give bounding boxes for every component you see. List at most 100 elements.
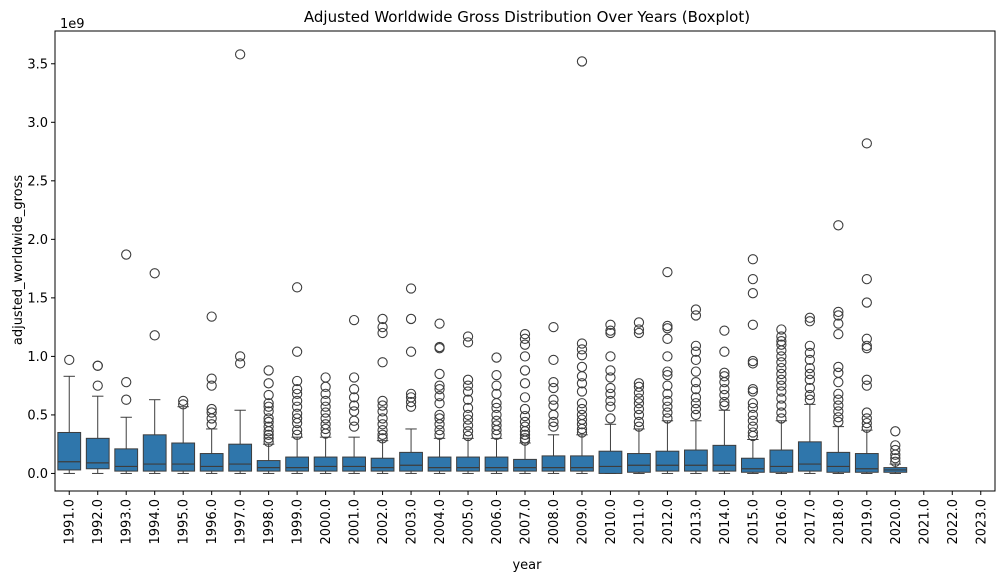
outlier-point [405, 388, 417, 399]
outlier-point [519, 339, 531, 350]
outlier-point [548, 321, 559, 333]
outlier-point [320, 395, 331, 407]
x-tick-label: 2008.0 [547, 499, 562, 545]
box-2005.0 [456, 331, 480, 474]
box-1996.0 [199, 311, 224, 474]
outlier-point [576, 350, 588, 361]
box-2006.0 [484, 352, 509, 474]
outlier-point [690, 398, 702, 409]
outlier-point [833, 329, 844, 340]
outlier-point [662, 395, 673, 407]
outlier-point [690, 403, 702, 415]
outlier-point [804, 394, 815, 405]
x-tick-label: 2018.0 [832, 499, 847, 545]
outlier-point [690, 346, 702, 357]
outlier-point [320, 407, 331, 418]
box-2008.0 [541, 321, 566, 474]
outlier-point [462, 380, 474, 391]
outlier-point [548, 354, 559, 366]
outlier-point [576, 344, 588, 355]
outlier-point [491, 402, 502, 414]
outlier-point [633, 393, 645, 404]
outlier-point [320, 401, 331, 412]
x-tick-label: 2017.0 [803, 499, 818, 545]
outlier-point [833, 388, 844, 399]
x-tick-label: 2019.0 [860, 499, 875, 545]
outlier-point [776, 368, 787, 380]
outlier-point [121, 249, 132, 260]
outlier-point [690, 409, 702, 421]
x-tick-label: 2009.0 [575, 499, 590, 545]
outlier-point [548, 394, 559, 405]
outlier-point [576, 361, 588, 373]
box-iqr [142, 434, 167, 472]
outlier-point [206, 380, 217, 391]
x-tick-label: 2007.0 [519, 499, 534, 545]
outlier-point [519, 392, 531, 403]
outlier-point [548, 400, 559, 411]
outlier-point [377, 429, 388, 440]
outlier-point [548, 376, 559, 388]
outlier-point [804, 354, 815, 366]
outlier-point [491, 380, 502, 391]
outlier-point [605, 413, 616, 424]
x-tick-label: 1992.0 [91, 499, 106, 545]
outlier-point [178, 395, 189, 407]
outlier-point [605, 319, 616, 330]
outlier-point [861, 343, 872, 354]
outlier-point [348, 392, 360, 403]
x-axis-label: year [512, 558, 542, 573]
outlier-point [833, 416, 844, 428]
outlier-point [519, 351, 531, 362]
outlier-point [776, 351, 787, 362]
outlier-point [491, 420, 502, 431]
outlier-point [462, 374, 474, 385]
x-tick-label: 2004.0 [433, 499, 448, 545]
x-tick-label: 1996.0 [205, 499, 220, 545]
outlier-point [833, 400, 844, 411]
outlier-point [263, 421, 274, 432]
outlier-point [235, 358, 246, 369]
outlier-point [548, 382, 559, 394]
outlier-point [633, 324, 645, 335]
outlier-point [291, 429, 303, 440]
outlier-point [662, 266, 673, 278]
box-iqr [313, 456, 338, 472]
outlier-point [576, 338, 588, 349]
outlier-point [662, 407, 673, 418]
y-tick-label: 0.0 [27, 467, 48, 482]
y-offset-label: 1e9 [60, 17, 85, 32]
outlier-point [633, 317, 645, 328]
outlier-point [861, 138, 872, 149]
outlier-point [263, 406, 274, 417]
box-2012.0 [655, 266, 680, 474]
outlier-point [833, 376, 844, 388]
outlier-point [462, 331, 474, 342]
outlier-point [377, 406, 388, 417]
outlier-point [64, 354, 75, 366]
box-1995.0 [171, 395, 196, 474]
outlier-point [263, 389, 274, 401]
outlier-point [747, 358, 759, 369]
outlier-point [747, 386, 759, 397]
outlier-point [633, 416, 645, 428]
x-tick-label: 1994.0 [148, 499, 163, 545]
box-iqr [456, 456, 480, 472]
outlier-point [434, 398, 445, 409]
x-tick-label: 2001.0 [348, 499, 363, 545]
outlier-point [405, 313, 417, 325]
outlier-point [519, 410, 531, 422]
outlier-point [719, 325, 730, 336]
x-tick-label: 2010.0 [604, 499, 619, 545]
outlier-point [776, 413, 787, 424]
outlier-point [348, 415, 360, 426]
outlier-point [462, 414, 474, 425]
outlier-point [890, 444, 901, 456]
outlier-point [776, 400, 787, 411]
outlier-point [719, 400, 730, 411]
outlier-point [776, 357, 787, 368]
x-tick-label: 2014.0 [718, 499, 733, 545]
box-iqr [199, 453, 224, 472]
outlier-point [519, 378, 531, 389]
box-iqr [712, 444, 737, 472]
